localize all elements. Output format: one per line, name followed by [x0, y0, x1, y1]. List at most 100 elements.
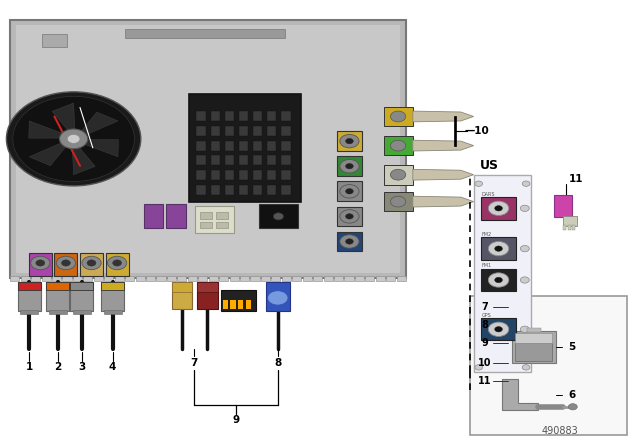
FancyBboxPatch shape [10, 276, 19, 281]
Text: DARS: DARS [482, 192, 495, 197]
FancyBboxPatch shape [125, 116, 131, 152]
Circle shape [113, 260, 122, 266]
FancyBboxPatch shape [253, 185, 262, 195]
Polygon shape [29, 140, 70, 166]
FancyBboxPatch shape [386, 276, 396, 281]
Circle shape [340, 159, 359, 173]
FancyBboxPatch shape [10, 20, 406, 278]
FancyBboxPatch shape [18, 282, 41, 290]
FancyBboxPatch shape [281, 126, 291, 136]
FancyBboxPatch shape [211, 126, 220, 136]
FancyBboxPatch shape [223, 300, 228, 309]
FancyBboxPatch shape [225, 155, 234, 165]
FancyBboxPatch shape [267, 185, 276, 195]
FancyBboxPatch shape [337, 232, 362, 251]
FancyBboxPatch shape [104, 310, 122, 314]
Circle shape [495, 327, 502, 332]
FancyBboxPatch shape [136, 276, 145, 281]
Text: US: US [480, 159, 499, 172]
FancyBboxPatch shape [166, 204, 186, 228]
Circle shape [340, 185, 359, 198]
Polygon shape [413, 111, 474, 122]
FancyBboxPatch shape [365, 276, 374, 281]
Circle shape [390, 169, 406, 180]
FancyBboxPatch shape [211, 141, 220, 151]
FancyBboxPatch shape [282, 276, 291, 281]
FancyBboxPatch shape [196, 185, 206, 195]
Circle shape [488, 322, 509, 336]
FancyBboxPatch shape [384, 107, 413, 126]
Circle shape [36, 260, 45, 266]
Circle shape [340, 235, 359, 248]
FancyBboxPatch shape [125, 276, 134, 281]
FancyBboxPatch shape [101, 282, 124, 290]
Circle shape [475, 181, 483, 186]
Text: —10: —10 [465, 126, 489, 136]
FancyBboxPatch shape [261, 276, 270, 281]
Circle shape [108, 256, 127, 270]
FancyBboxPatch shape [481, 197, 516, 220]
FancyBboxPatch shape [303, 276, 312, 281]
Circle shape [61, 260, 70, 266]
FancyBboxPatch shape [225, 126, 234, 136]
FancyBboxPatch shape [337, 207, 362, 226]
FancyBboxPatch shape [73, 276, 82, 281]
FancyBboxPatch shape [18, 282, 41, 311]
Circle shape [520, 246, 529, 252]
FancyBboxPatch shape [20, 310, 38, 314]
FancyBboxPatch shape [211, 170, 220, 180]
FancyBboxPatch shape [225, 170, 234, 180]
FancyBboxPatch shape [216, 222, 228, 228]
FancyBboxPatch shape [239, 155, 248, 165]
FancyBboxPatch shape [63, 276, 72, 281]
Text: 8: 8 [482, 320, 488, 330]
Text: 9: 9 [232, 415, 239, 425]
FancyBboxPatch shape [177, 276, 186, 281]
Circle shape [390, 111, 406, 122]
Polygon shape [502, 379, 538, 410]
FancyBboxPatch shape [197, 282, 218, 309]
Circle shape [386, 169, 401, 180]
FancyBboxPatch shape [125, 29, 285, 38]
Circle shape [346, 214, 353, 219]
FancyBboxPatch shape [211, 185, 220, 195]
Text: 7: 7 [190, 358, 198, 368]
FancyBboxPatch shape [106, 253, 129, 276]
FancyBboxPatch shape [200, 212, 212, 219]
FancyBboxPatch shape [200, 222, 212, 228]
Polygon shape [72, 142, 95, 175]
Circle shape [495, 277, 502, 283]
FancyBboxPatch shape [211, 111, 220, 121]
FancyBboxPatch shape [250, 276, 260, 281]
Circle shape [495, 206, 502, 211]
FancyBboxPatch shape [239, 141, 248, 151]
FancyBboxPatch shape [239, 170, 248, 180]
FancyBboxPatch shape [563, 225, 566, 230]
FancyBboxPatch shape [230, 300, 236, 309]
Circle shape [346, 189, 353, 194]
Circle shape [268, 291, 288, 305]
FancyBboxPatch shape [474, 175, 531, 372]
FancyBboxPatch shape [167, 276, 176, 281]
FancyBboxPatch shape [281, 185, 291, 195]
FancyBboxPatch shape [512, 331, 556, 363]
FancyBboxPatch shape [225, 111, 234, 121]
Text: GPS: GPS [482, 313, 492, 318]
FancyBboxPatch shape [196, 126, 206, 136]
FancyBboxPatch shape [572, 225, 575, 230]
FancyBboxPatch shape [271, 276, 280, 281]
FancyBboxPatch shape [156, 276, 166, 281]
Text: 2: 2 [54, 362, 61, 372]
Text: 3: 3 [78, 362, 86, 372]
Circle shape [87, 260, 96, 266]
Circle shape [475, 365, 483, 370]
FancyBboxPatch shape [454, 116, 456, 146]
FancyBboxPatch shape [46, 282, 69, 311]
FancyBboxPatch shape [323, 276, 333, 281]
Circle shape [522, 181, 530, 186]
FancyBboxPatch shape [197, 282, 218, 292]
FancyBboxPatch shape [376, 276, 385, 281]
Text: 11: 11 [478, 376, 492, 386]
Circle shape [346, 138, 353, 144]
FancyBboxPatch shape [515, 333, 552, 343]
